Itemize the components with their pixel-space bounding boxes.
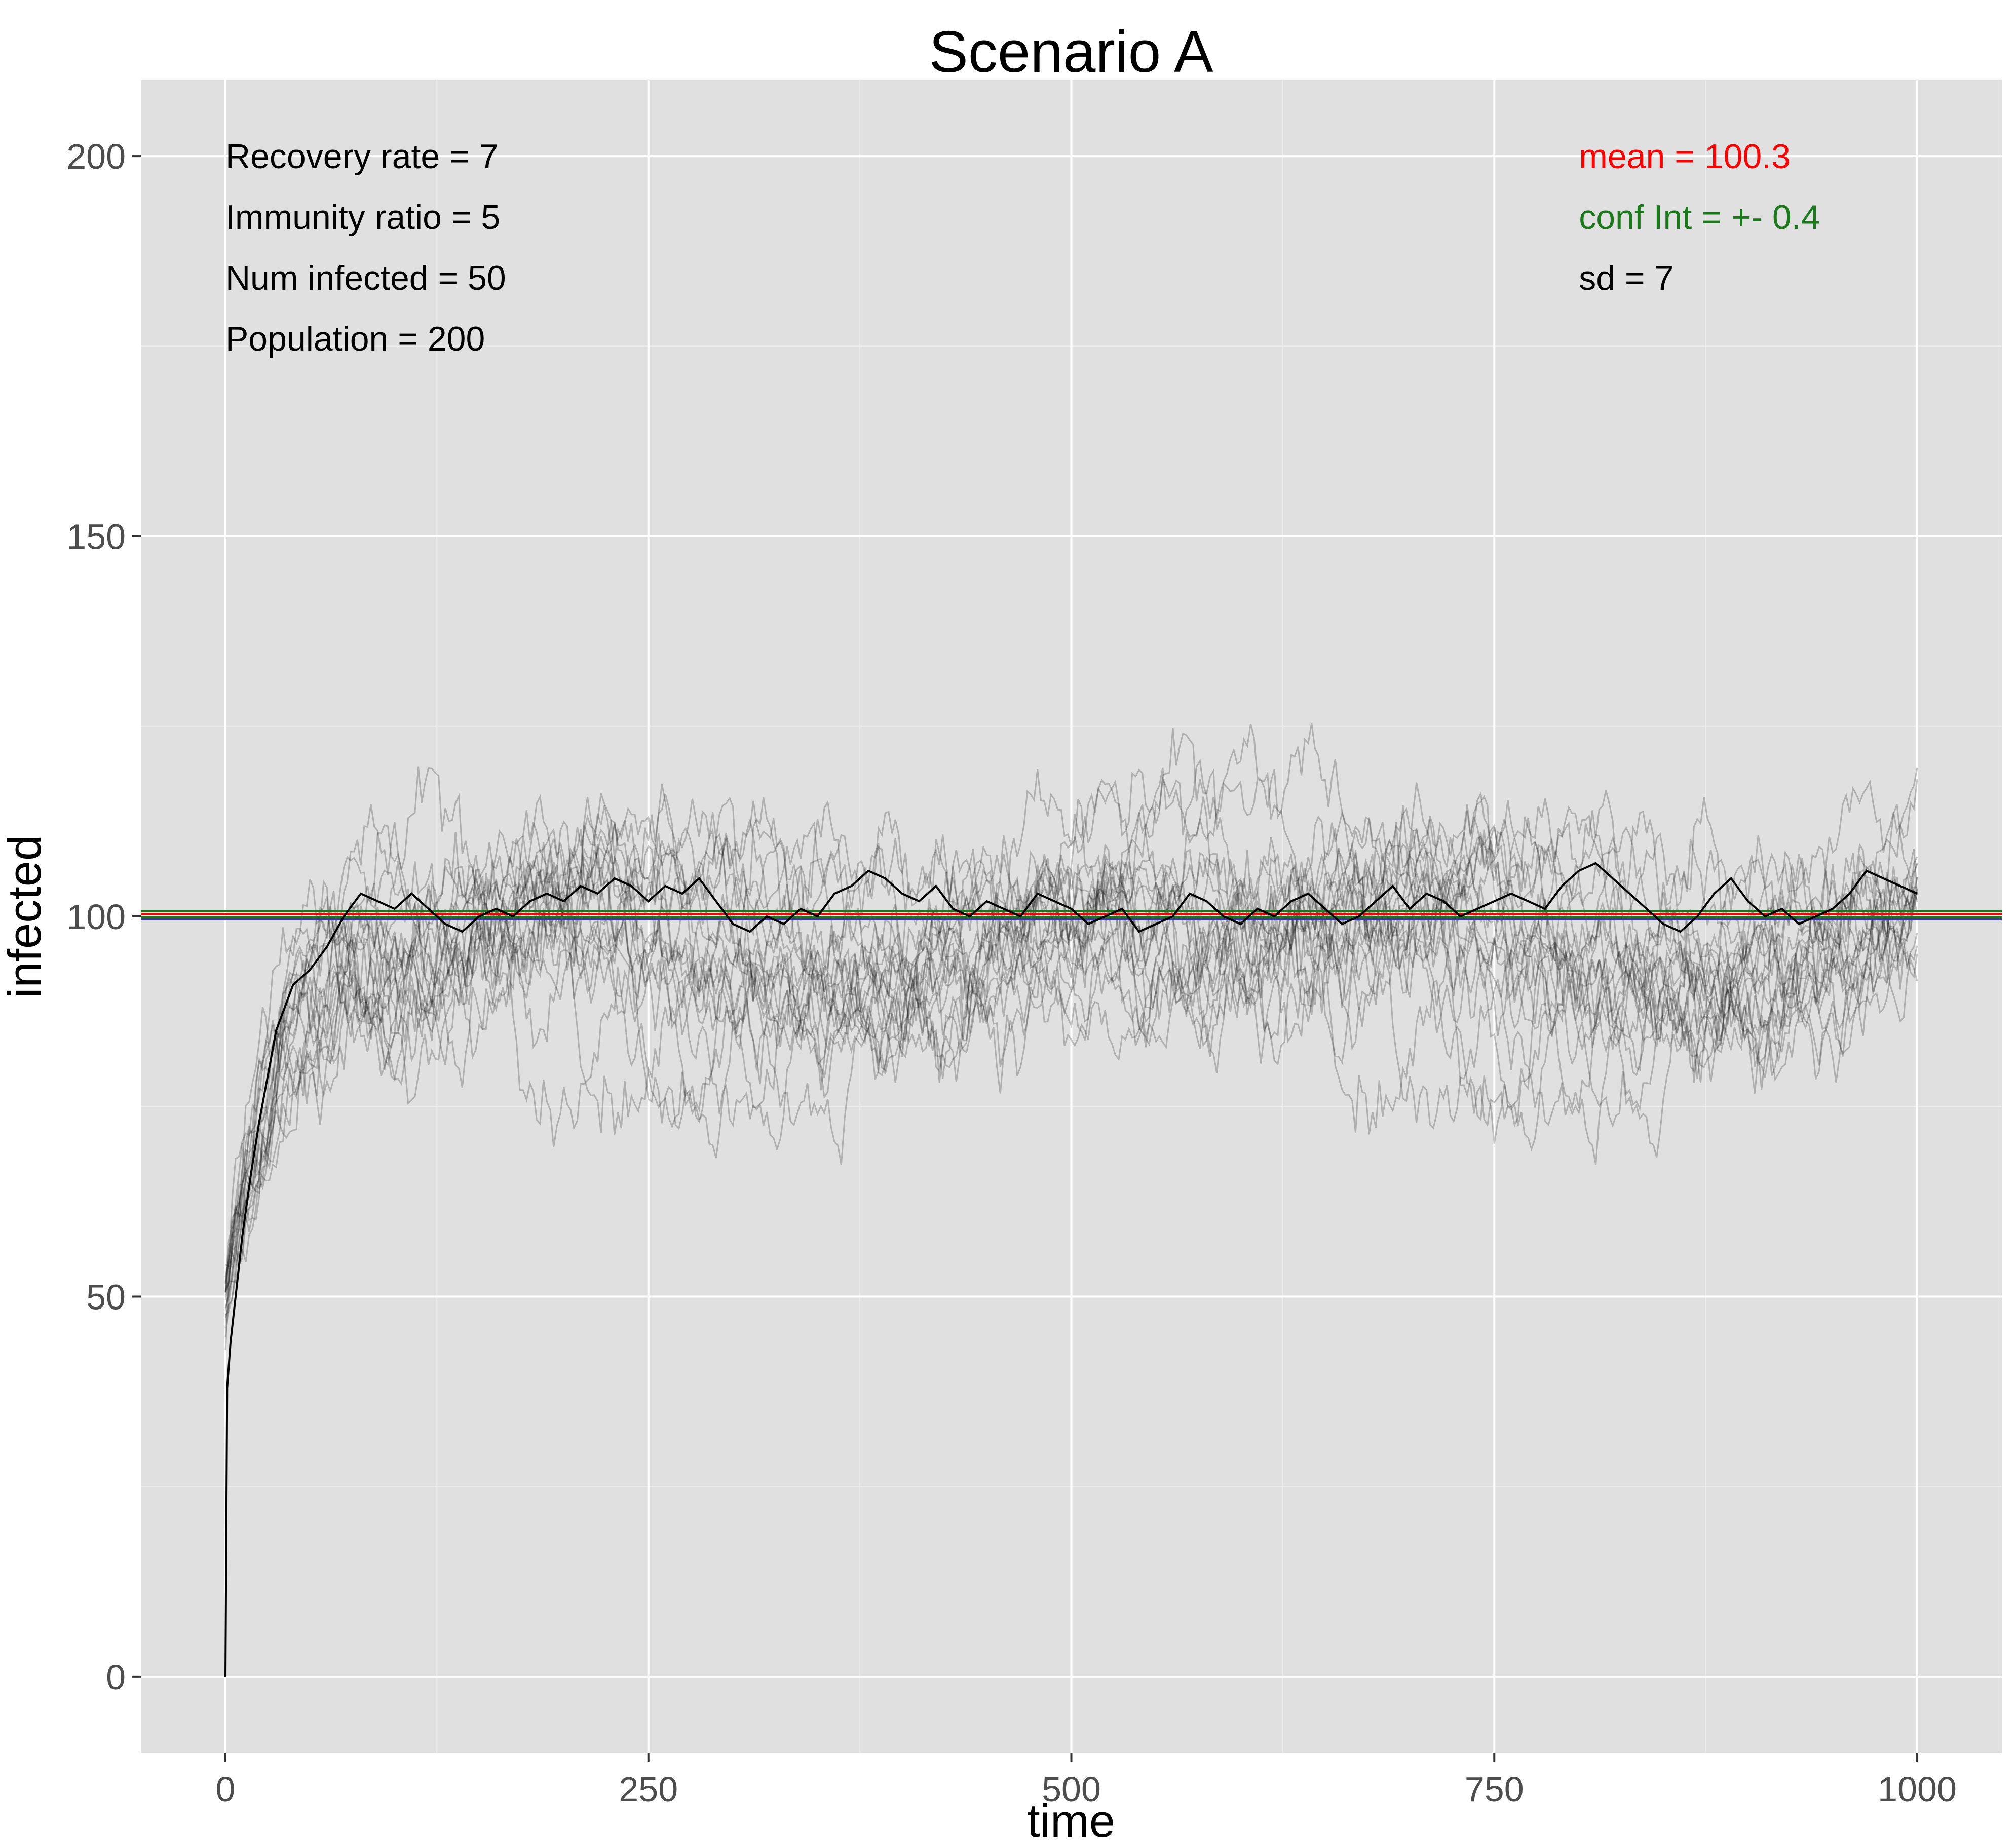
simulation-run-line bbox=[224, 791, 1918, 1351]
axis-ticks: 0 250 500 750 1000 0 50 100 150 200 bbox=[66, 137, 1957, 1809]
mean-series-path bbox=[224, 862, 1918, 1677]
annotations: Recovery rate = 7 Immunity ratio = 5 Num i… bbox=[225, 137, 1820, 358]
simulation-run-line bbox=[224, 724, 1918, 1291]
mean-series-line bbox=[224, 862, 1918, 1677]
simulation-run-line bbox=[224, 767, 1918, 1292]
simulation-run-line bbox=[224, 799, 1918, 1282]
y-tick-label: 0 bbox=[106, 1658, 126, 1697]
x-tick-label: 0 bbox=[215, 1769, 235, 1809]
y-tick-label: 100 bbox=[66, 897, 126, 937]
reference-lines bbox=[141, 910, 2002, 921]
chart-title: Scenario A bbox=[929, 19, 1213, 85]
annotation-left: Population = 200 bbox=[225, 320, 485, 358]
x-tick-label: 250 bbox=[619, 1769, 678, 1809]
simulation-run-line bbox=[224, 782, 1918, 1329]
simulation-run-line bbox=[224, 797, 1918, 1292]
simulation-run-line bbox=[224, 784, 1918, 1319]
simulation-run-line bbox=[224, 723, 1918, 1284]
simulation-run-line bbox=[224, 794, 1918, 1337]
simulation-run-line bbox=[224, 766, 1918, 1309]
simulation-run-line bbox=[224, 800, 1918, 1293]
y-tick-label: 50 bbox=[86, 1277, 126, 1317]
x-tick-label: 750 bbox=[1465, 1769, 1524, 1809]
simulation-run-line bbox=[224, 804, 1918, 1284]
simulation-run-line bbox=[224, 796, 1918, 1311]
simulation-run-line bbox=[224, 797, 1918, 1277]
annotation-left: Immunity ratio = 5 bbox=[225, 198, 500, 237]
x-tick-label: 500 bbox=[1042, 1769, 1101, 1809]
annotation-left: Num infected = 50 bbox=[225, 259, 506, 297]
x-tick-label: 1000 bbox=[1878, 1769, 1957, 1809]
y-axis-title: infected bbox=[0, 835, 51, 998]
y-tick-label: 200 bbox=[66, 137, 126, 176]
annotation-right: mean = 100.3 bbox=[1579, 137, 1791, 176]
simulation-runs bbox=[224, 723, 1918, 1351]
simulation-run-line bbox=[224, 728, 1918, 1292]
annotation-right: conf Int = +- 0.4 bbox=[1579, 198, 1820, 237]
annotation-left: Recovery rate = 7 bbox=[225, 137, 499, 176]
simulation-run-line bbox=[224, 796, 1918, 1296]
x-axis-title: time bbox=[1027, 1795, 1115, 1847]
y-tick-label: 150 bbox=[66, 517, 126, 557]
annotation-right: sd = 7 bbox=[1579, 259, 1673, 297]
